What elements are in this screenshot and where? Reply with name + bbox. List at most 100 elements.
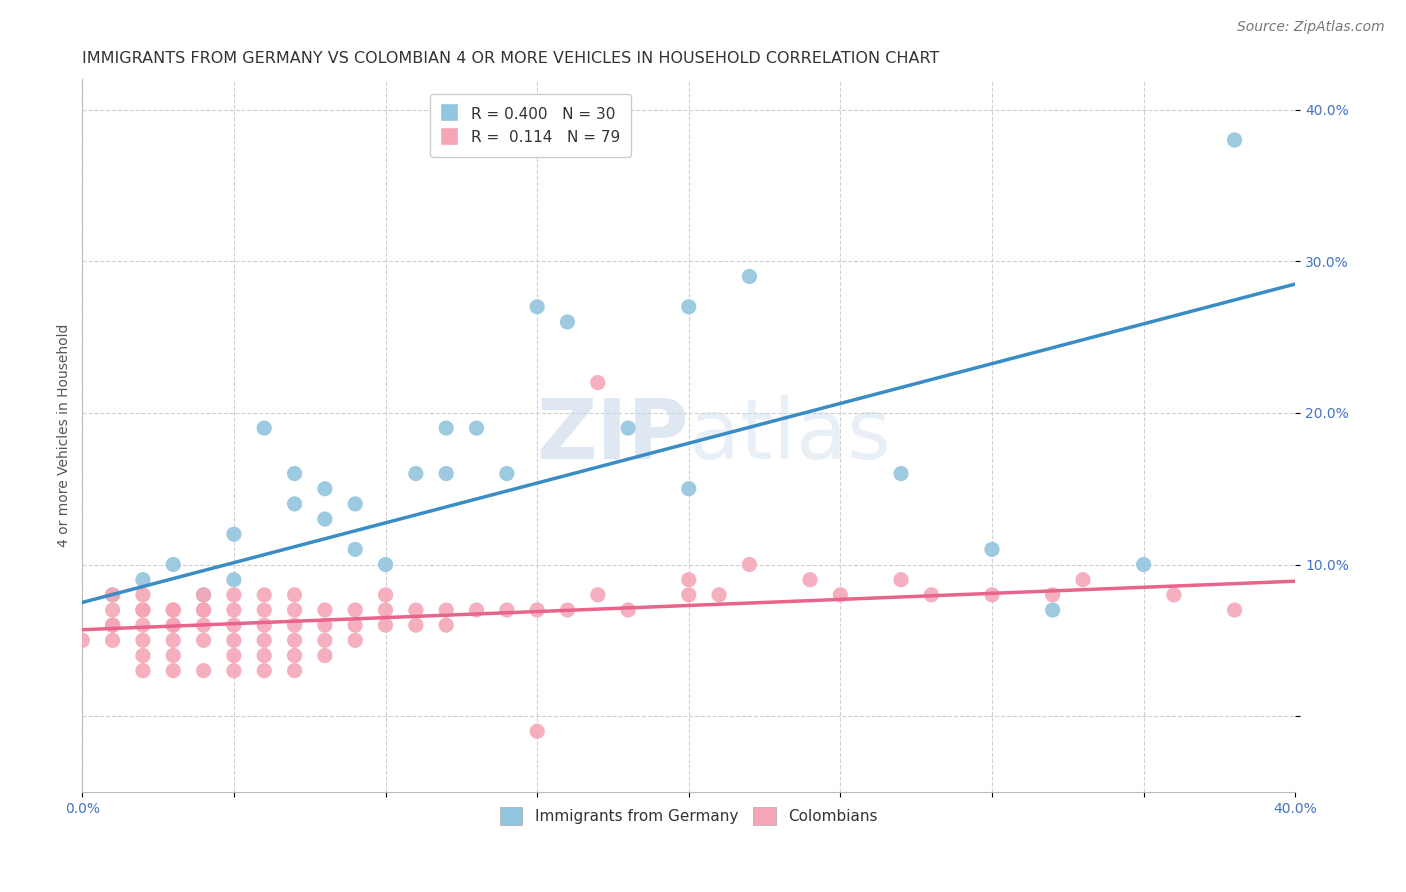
Point (132, 648, 155, 663)
Point (193, 633, 215, 648)
Point (222, 648, 245, 663)
Point (72, 633, 94, 648)
Point (344, 497, 367, 511)
Point (132, 603, 155, 617)
Point (283, 603, 305, 617)
Point (890, 467, 912, 481)
Text: ZIP: ZIP (536, 395, 689, 476)
Point (374, 588, 396, 602)
Point (253, 664, 276, 678)
Point (1042, 588, 1064, 602)
Point (678, 573, 700, 587)
Point (283, 497, 305, 511)
Point (617, 421, 640, 435)
Point (162, 633, 184, 648)
Point (283, 633, 305, 648)
Point (253, 603, 276, 617)
Point (253, 588, 276, 602)
Point (434, 421, 457, 435)
Point (132, 588, 155, 602)
Point (193, 603, 215, 617)
Point (314, 512, 336, 526)
Text: IMMIGRANTS FROM GERMANY VS COLOMBIAN 4 OR MORE VEHICLES IN HOUSEHOLD CORRELATION: IMMIGRANTS FROM GERMANY VS COLOMBIAN 4 O… (83, 51, 939, 66)
Point (283, 588, 305, 602)
Point (678, 300, 700, 314)
Point (222, 603, 245, 617)
Point (253, 618, 276, 632)
Point (283, 618, 305, 632)
Point (374, 558, 396, 572)
Point (132, 603, 155, 617)
Point (1223, 603, 1246, 617)
Point (162, 558, 184, 572)
Point (344, 603, 367, 617)
Legend: Immigrants from Germany, Colombians: Immigrants from Germany, Colombians (491, 798, 887, 834)
Point (738, 558, 761, 572)
Point (405, 618, 427, 632)
Point (344, 542, 367, 557)
Point (193, 588, 215, 602)
Point (434, 603, 457, 617)
Point (405, 467, 427, 481)
Point (1071, 573, 1094, 587)
Point (101, 618, 124, 632)
Y-axis label: 4 or more Vehicles in Household: 4 or more Vehicles in Household (58, 324, 72, 548)
Point (162, 618, 184, 632)
Point (314, 633, 336, 648)
Point (738, 269, 761, 284)
Point (344, 633, 367, 648)
Point (132, 618, 155, 632)
Point (222, 633, 245, 648)
Point (981, 588, 1004, 602)
Point (495, 467, 517, 481)
Point (193, 588, 215, 602)
Point (557, 315, 579, 329)
Point (344, 618, 367, 632)
Point (222, 573, 245, 587)
Text: atlas: atlas (689, 395, 890, 476)
Point (374, 618, 396, 632)
Point (162, 664, 184, 678)
Point (707, 588, 730, 602)
Point (617, 603, 640, 617)
Point (253, 633, 276, 648)
Point (222, 588, 245, 602)
Point (283, 467, 305, 481)
Point (253, 648, 276, 663)
Point (101, 588, 124, 602)
Point (314, 648, 336, 663)
Point (586, 588, 609, 602)
Point (678, 482, 700, 496)
Point (586, 376, 609, 390)
Point (526, 603, 548, 617)
Point (920, 588, 942, 602)
Point (405, 603, 427, 617)
Point (830, 588, 852, 602)
Point (890, 573, 912, 587)
Point (162, 618, 184, 632)
Point (162, 603, 184, 617)
Point (526, 300, 548, 314)
Point (495, 603, 517, 617)
Point (465, 421, 488, 435)
Point (1223, 133, 1246, 147)
Point (101, 618, 124, 632)
Point (981, 542, 1004, 557)
Point (434, 467, 457, 481)
Point (283, 648, 305, 663)
Point (222, 664, 245, 678)
Point (193, 618, 215, 632)
Point (101, 633, 124, 648)
Point (283, 664, 305, 678)
Point (314, 618, 336, 632)
Point (101, 603, 124, 617)
Point (557, 603, 579, 617)
Point (222, 527, 245, 541)
Point (132, 664, 155, 678)
Point (374, 603, 396, 617)
Point (162, 603, 184, 617)
Point (132, 573, 155, 587)
Point (193, 603, 215, 617)
Point (101, 588, 124, 602)
Point (253, 421, 276, 435)
